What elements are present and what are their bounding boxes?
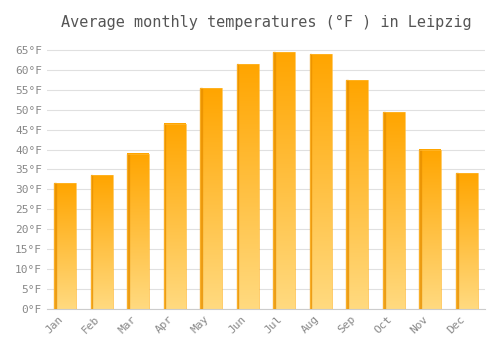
- Bar: [90, 175, 92, 309]
- Bar: [236, 64, 258, 309]
- Bar: [200, 88, 202, 309]
- Bar: [456, 174, 458, 309]
- Bar: [127, 154, 149, 309]
- Bar: [383, 112, 404, 309]
- Bar: [310, 54, 332, 309]
- Bar: [164, 124, 166, 309]
- Bar: [383, 112, 384, 309]
- Title: Average monthly temperatures (°F ) in Leipzig: Average monthly temperatures (°F ) in Le…: [60, 15, 471, 30]
- Bar: [346, 80, 348, 309]
- Bar: [346, 80, 368, 309]
- Bar: [236, 64, 238, 309]
- Bar: [420, 149, 421, 309]
- Bar: [420, 149, 441, 309]
- Bar: [200, 88, 222, 309]
- Bar: [273, 52, 275, 309]
- Bar: [54, 183, 56, 309]
- Bar: [127, 154, 129, 309]
- Bar: [54, 183, 76, 309]
- Bar: [164, 124, 186, 309]
- Bar: [456, 174, 477, 309]
- Bar: [310, 54, 312, 309]
- Bar: [90, 175, 112, 309]
- Bar: [273, 52, 295, 309]
